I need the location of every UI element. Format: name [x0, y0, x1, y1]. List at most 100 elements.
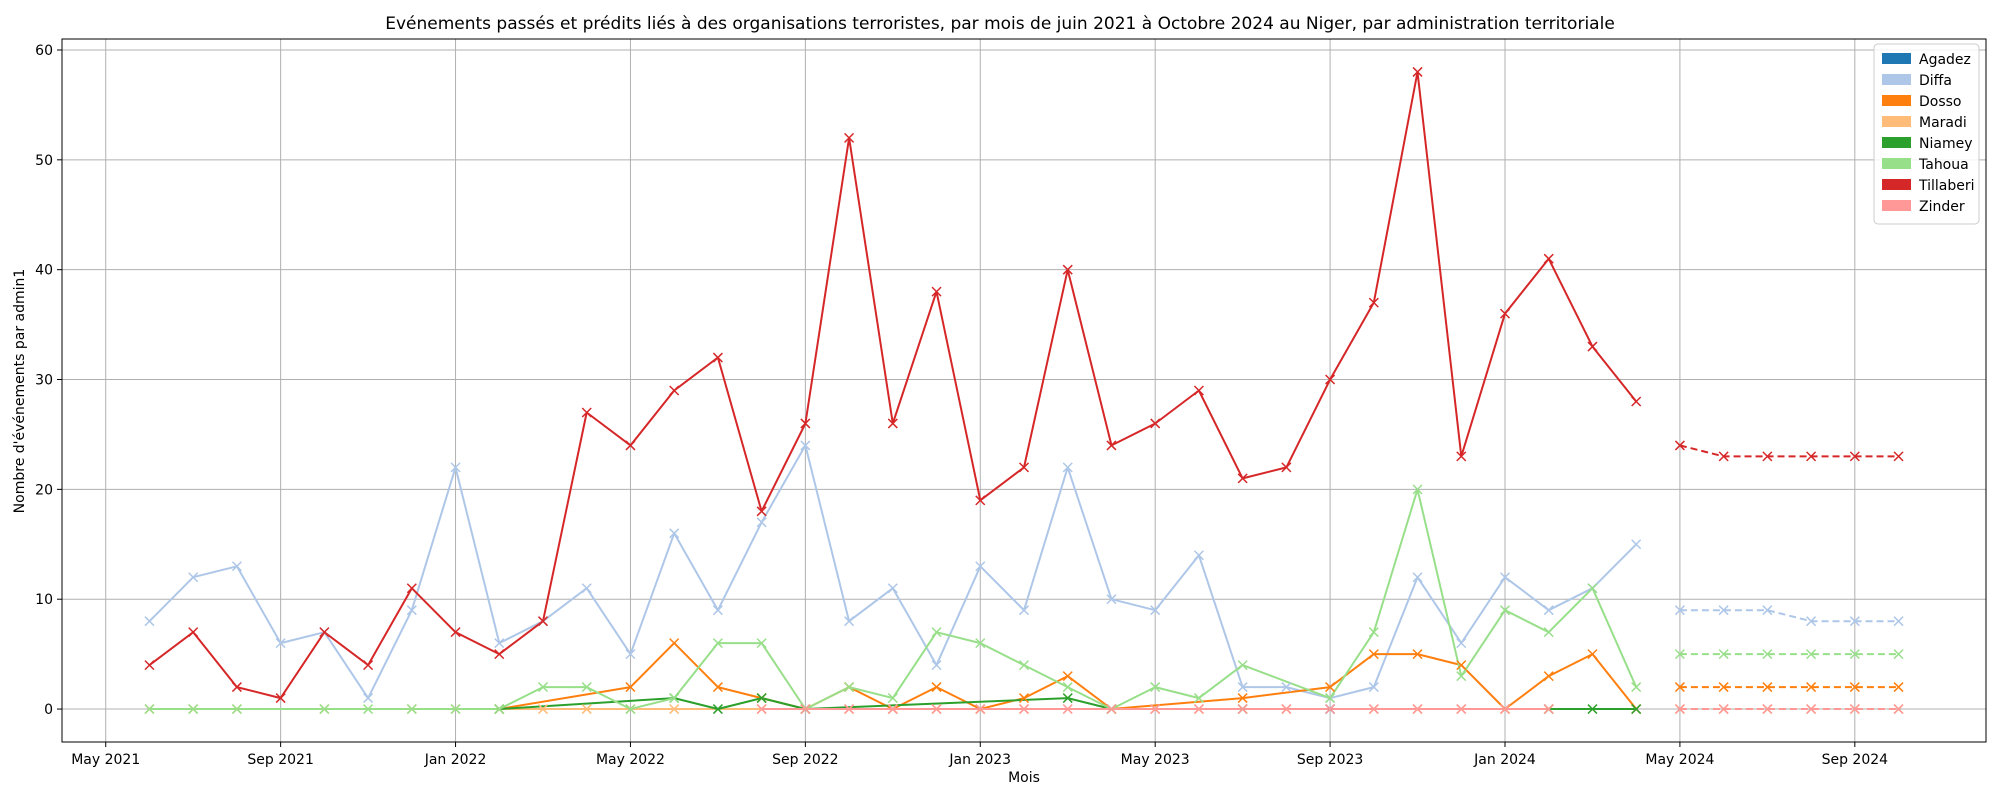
forecast-point-diffa — [1849, 616, 1860, 627]
data-point-zinder — [1325, 704, 1336, 715]
data-point-diffa — [363, 693, 374, 704]
data-point-tillaberi — [931, 286, 942, 297]
data-point-diffa — [275, 638, 286, 649]
data-point-diffa — [1543, 605, 1554, 616]
forecast-point-tillaberi — [1762, 451, 1773, 462]
data-point-tillaberi — [406, 583, 417, 594]
data-point-diffa — [231, 561, 242, 572]
forecast-point-zinder — [1674, 704, 1685, 715]
forecast-point-zinder — [1718, 704, 1729, 715]
data-point-tillaberi — [1106, 440, 1117, 451]
data-point-tillaberi — [494, 649, 505, 660]
data-point-tahoua — [712, 638, 723, 649]
data-point-tillaberi — [1281, 462, 1292, 473]
forecast-point-zinder — [1806, 704, 1817, 715]
data-point-zinder — [975, 704, 986, 715]
data-point-tillaberi — [144, 660, 155, 671]
data-point-niamey — [1631, 704, 1642, 715]
forecast-point-tahoua — [1849, 649, 1860, 660]
data-point-dosso — [931, 682, 942, 693]
legend-swatch — [1882, 74, 1911, 85]
forecast-point-tillaberi — [1806, 451, 1817, 462]
data-point-diffa — [1237, 682, 1248, 693]
x-tick-label: May 2022 — [596, 752, 665, 768]
forecast-point-tahoua — [1718, 649, 1729, 660]
data-point-tillaberi — [1150, 418, 1161, 429]
data-point-tahoua — [1631, 682, 1642, 693]
data-point-zinder — [931, 704, 942, 715]
data-point-zinder — [1018, 704, 1030, 715]
data-point-diffa — [1193, 550, 1204, 561]
forecast-point-zinder — [1762, 704, 1773, 715]
data-point-dosso — [1543, 671, 1554, 682]
data-point-zinder — [887, 704, 898, 715]
forecast-point-tillaberi — [1674, 440, 1685, 451]
data-point-diffa — [669, 528, 680, 539]
chart-title: Evénements passés et prédits liés à des … — [385, 14, 1615, 34]
data-point-tahoua — [1587, 583, 1598, 594]
data-point-tahoua — [144, 704, 155, 715]
data-point-tahoua — [363, 704, 374, 715]
forecast-point-diffa — [1806, 616, 1817, 627]
x-tick-label: May 2023 — [1121, 752, 1190, 768]
data-point-zinder — [1150, 704, 1161, 715]
data-point-niamey — [756, 693, 767, 704]
data-point-tahoua — [537, 682, 549, 693]
y-axis-title: Nombre d'événements par admin1 — [12, 269, 28, 514]
series-line-dosso — [499, 642, 1637, 710]
x-axis-title: Mois — [1008, 770, 1040, 786]
data-point-diffa — [712, 605, 723, 616]
forecast-point-tahoua — [1806, 649, 1817, 660]
data-point-dosso — [1412, 649, 1423, 660]
data-point-tillaberi — [581, 407, 592, 418]
data-point-zinder — [800, 704, 811, 715]
data-point-dosso — [669, 638, 680, 649]
data-point-zinder — [756, 704, 767, 715]
data-point-dosso — [625, 682, 636, 693]
data-point-diffa — [1281, 682, 1292, 693]
data-point-dosso — [1062, 671, 1073, 682]
y-tick-label: 0 — [44, 702, 53, 718]
data-point-zinder — [1062, 704, 1073, 715]
y-tick-label: 20 — [35, 482, 53, 498]
y-tick-label: 50 — [35, 153, 53, 169]
x-tick-label: Jan 2022 — [424, 752, 487, 768]
data-point-tillaberi — [887, 418, 898, 429]
data-point-diffa — [931, 660, 942, 671]
data-point-tillaberi — [537, 616, 549, 627]
legend-swatch — [1882, 137, 1911, 148]
legend-label: Agadez — [1919, 52, 1971, 68]
data-point-diffa — [1062, 462, 1073, 473]
data-point-diffa — [188, 572, 199, 583]
x-tick-label: Jan 2023 — [948, 752, 1011, 768]
data-point-tillaberi — [1587, 341, 1598, 352]
data-point-tahoua — [188, 704, 199, 715]
data-point-zinder — [1412, 704, 1423, 715]
data-point-diffa — [494, 638, 505, 649]
data-point-tillaberi — [844, 132, 855, 143]
legend-label: Tillaberi — [1918, 178, 1975, 194]
data-point-diffa — [800, 440, 811, 451]
data-point-tillaberi — [1412, 66, 1423, 77]
data-point-tillaberi — [1368, 297, 1379, 308]
data-point-tillaberi — [1499, 308, 1511, 319]
data-point-maradi — [537, 704, 549, 715]
data-point-tahoua — [319, 704, 330, 715]
data-point-tillaberi — [1193, 385, 1204, 396]
forecast-point-zinder — [1893, 704, 1904, 715]
data-point-tahoua — [1018, 660, 1030, 671]
forecast-point-diffa — [1674, 605, 1685, 616]
data-point-tillaberi — [1543, 253, 1554, 264]
forecast-point-tahoua — [1674, 649, 1685, 660]
legend-swatch — [1882, 200, 1911, 211]
data-point-dosso — [1237, 693, 1248, 704]
data-point-tahoua — [1062, 682, 1073, 693]
data-point-tahoua — [406, 704, 417, 715]
data-point-tahoua — [1456, 671, 1467, 682]
x-tick-label: Sep 2024 — [1822, 752, 1889, 768]
data-point-tahoua — [1412, 484, 1423, 495]
data-point-tillaberi — [188, 627, 199, 638]
legend-swatch — [1882, 95, 1911, 106]
